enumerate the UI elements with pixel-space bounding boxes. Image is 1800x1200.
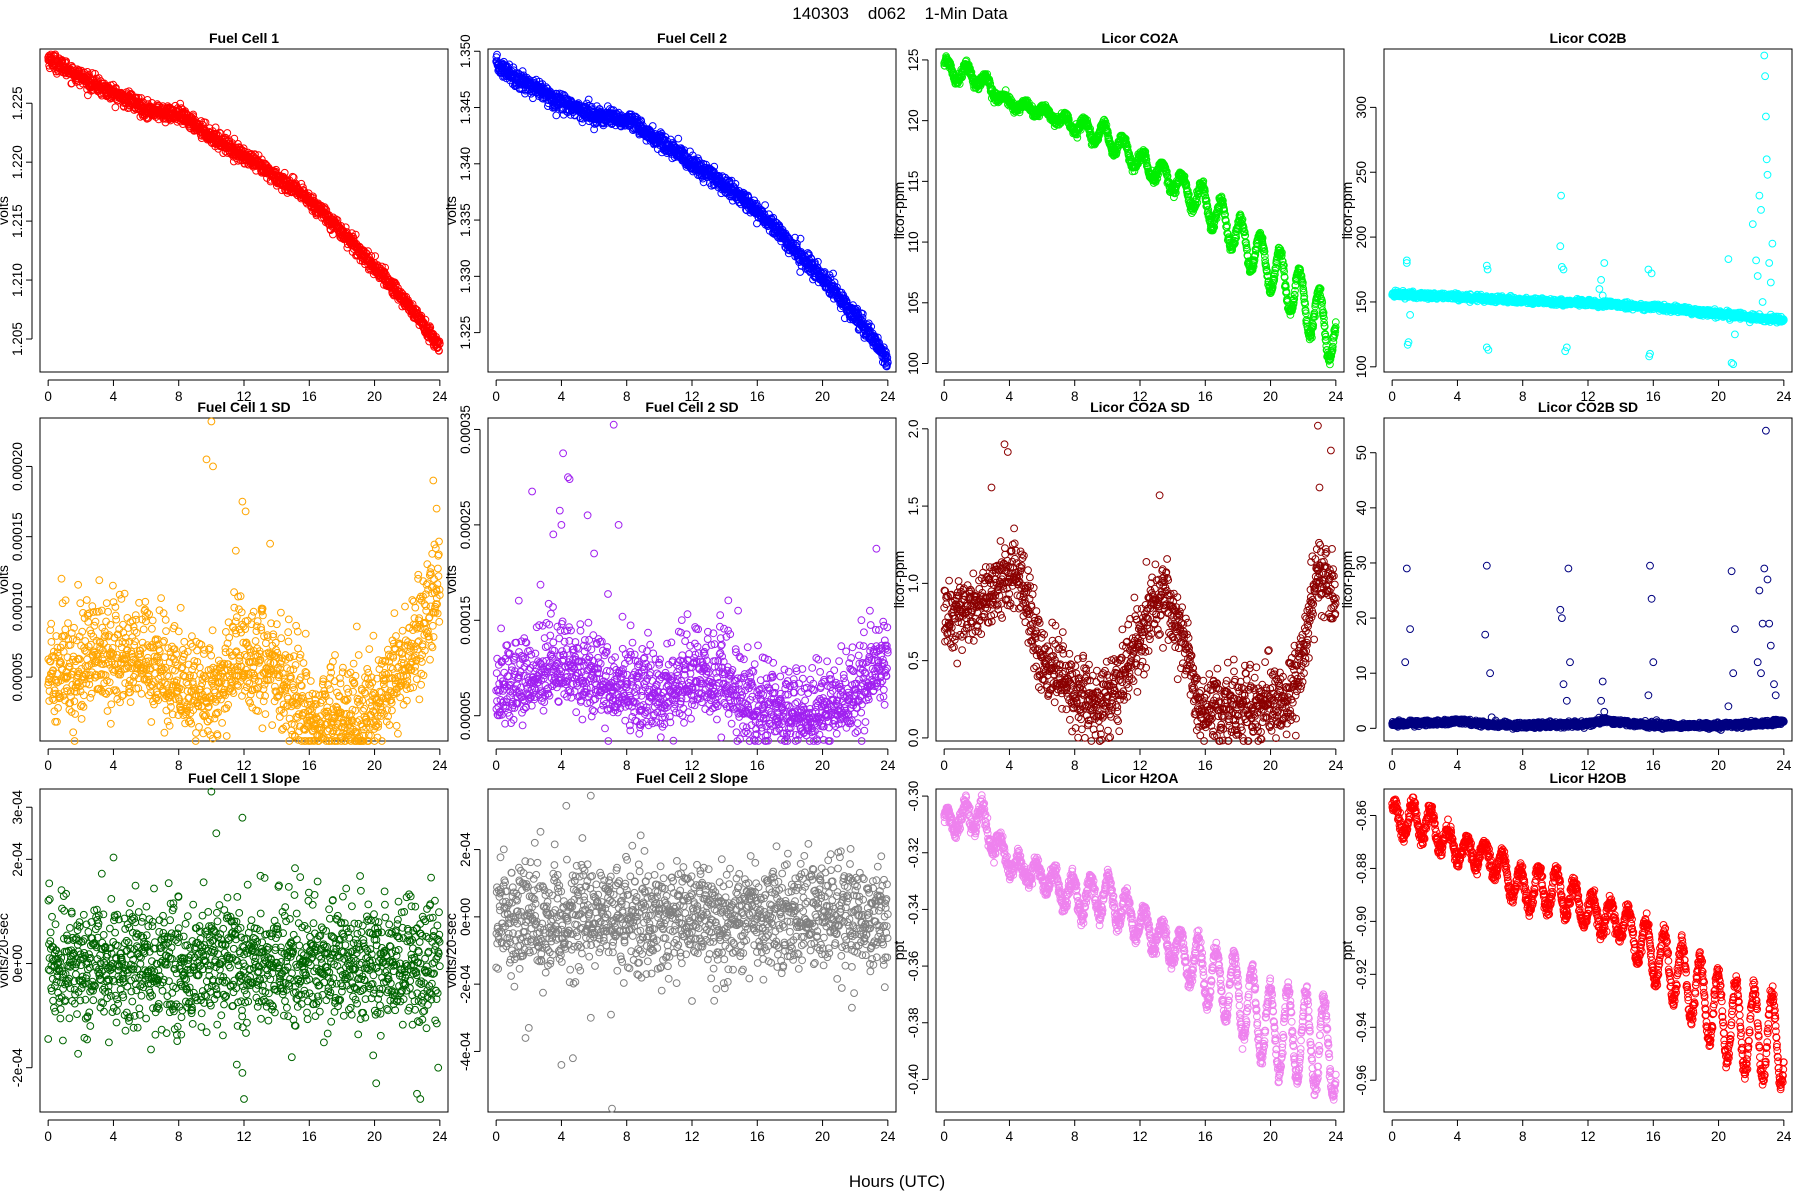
y-tick-label: 125 (906, 49, 921, 72)
y-tick-label: 1.340 (458, 147, 473, 181)
y-tick-label: 1.350 (458, 34, 473, 68)
x-tick-label: 4 (1006, 389, 1014, 404)
data-point (1331, 318, 1340, 327)
y-tick-label: 115 (906, 171, 921, 193)
y-tick-label: 1.325 (458, 316, 473, 350)
x-tick-label: 24 (1776, 389, 1792, 404)
x-tick-label: 8 (623, 389, 631, 404)
panel-title: Fuel Cell 1 (209, 30, 279, 46)
y-tick-label: 120 (906, 109, 921, 132)
x-tick-label: 0 (492, 389, 500, 404)
figure-title: 140303 d062 1-Min Data (792, 4, 1008, 23)
y-axis-label: licor-ppm (1339, 182, 1355, 240)
y-tick-label: 1.345 (458, 91, 473, 125)
plot-frame (39, 48, 449, 373)
data-point (552, 111, 561, 120)
y-tick-label: 1.215 (10, 204, 25, 238)
data-points (940, 52, 1340, 369)
data-point (111, 103, 120, 112)
y-axis-label: volts (443, 196, 459, 225)
x-tick-label: 8 (175, 389, 183, 404)
panel-title: Fuel Cell 2 (657, 30, 727, 46)
panel-title: Licor CO2B (1549, 30, 1626, 46)
x-tick-label: 4 (110, 389, 118, 404)
data-points (44, 50, 444, 355)
y-tick-label: 110 (906, 231, 921, 253)
x-tick-label: 16 (1198, 389, 1213, 404)
x-tick-label: 24 (432, 389, 448, 404)
x-tick-label: 20 (1711, 389, 1726, 404)
y-tick-label: 150 (1354, 291, 1369, 314)
x-tick-label: 16 (302, 389, 317, 404)
data-point (83, 71, 92, 80)
y-tick-label: 250 (1354, 161, 1369, 184)
x-tick-label: 8 (1071, 389, 1079, 404)
y-tick-label: 100 (906, 352, 921, 375)
panel: Fuel Cell 1 0 4 8 12 16 20 24 1.205 1.210 1.215 1.2… (0, 30, 449, 404)
y-tick-label: 100 (1354, 356, 1369, 379)
x-tick-label: 12 (236, 389, 251, 404)
y-tick-label: 1.330 (458, 259, 473, 293)
data-points (1388, 51, 1788, 369)
data-points (492, 50, 892, 371)
x-tick-label: 4 (558, 389, 566, 404)
data-point (674, 134, 683, 143)
data-point (584, 95, 593, 104)
x-tick-label: 20 (1263, 389, 1278, 404)
x-tick-label: 24 (880, 389, 896, 404)
x-tick-label: 16 (1646, 389, 1661, 404)
y-axis-label: licor-ppm (891, 182, 907, 240)
y-tick-label: 1.225 (10, 86, 25, 120)
y-axis-label: volts (0, 196, 11, 225)
data-point (761, 201, 769, 210)
y-tick-label: 1.205 (10, 322, 25, 356)
y-tick-label: 200 (1354, 226, 1369, 249)
x-tick-label: 16 (750, 389, 765, 404)
y-tick-label: 1.220 (10, 145, 25, 179)
x-tick-label: 0 (44, 389, 52, 404)
x-tick-label: 8 (1519, 389, 1527, 404)
x-tick-label: 0 (940, 389, 948, 404)
data-point (62, 57, 70, 66)
panel-title: Licor CO2A (1101, 30, 1178, 46)
panel: Fuel Cell 20 4 8 12 16 20 241.3251.3301.3351.3… (443, 30, 897, 404)
y-tick-label: 1.335 (458, 203, 473, 237)
x-tick-label: 4 (1454, 389, 1462, 404)
x-tick-label: 0 (1388, 389, 1396, 404)
x-tick-label: 24 (1328, 389, 1344, 404)
y-tick-label: 1.210 (10, 263, 25, 297)
y-tick-label: 105 (906, 292, 921, 315)
y-tick-label: 300 (1354, 96, 1369, 119)
x-tick-label: 20 (815, 389, 830, 404)
panels: Fuel Cell 1 0 4 8 12 16 20 24 1.205 1.210 1.215 1.2… (0, 30, 1793, 1144)
x-tick-label: 20 (367, 389, 382, 404)
